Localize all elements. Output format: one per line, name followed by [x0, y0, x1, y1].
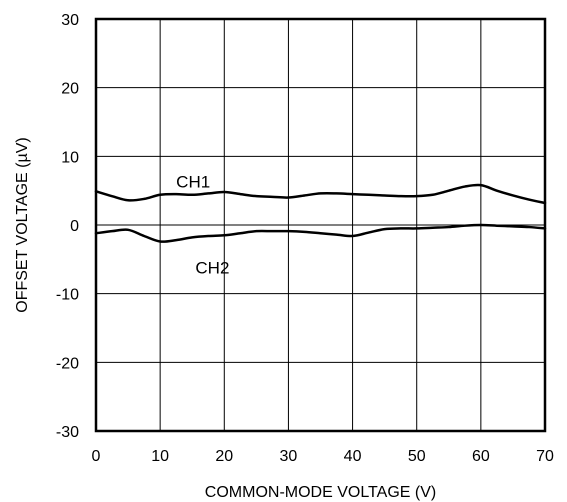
- x-tick-label: 10: [151, 448, 169, 465]
- y-tick-label: -30: [56, 424, 79, 441]
- series-line-ch1: [94, 183, 547, 205]
- x-tick-label: 0: [92, 448, 101, 465]
- x-tick-label: 50: [408, 448, 426, 465]
- x-tick-label: 40: [344, 448, 362, 465]
- y-tick-labels: 30 20 10 0 -10 -20 -30: [56, 12, 79, 441]
- x-axis-title: COMMON-MODE VOLTAGE (V): [205, 484, 436, 501]
- x-tick-label: 30: [280, 448, 298, 465]
- series-label-ch1: CH1: [176, 173, 210, 192]
- y-tick-label: 10: [61, 149, 79, 166]
- series-lines: [94, 183, 547, 243]
- x-tick-labels: 0 10 20 30 40 50 60 70: [92, 448, 554, 465]
- plot-border: [94, 17, 547, 433]
- y-axis-title: OFFSET VOLTAGE (µV): [14, 137, 31, 312]
- y-tick-label: 30: [61, 12, 79, 29]
- x-tick-label: 20: [215, 448, 233, 465]
- plot-frame: [94, 17, 547, 433]
- x-tick-label: 60: [472, 448, 490, 465]
- series-labels: CH1 CH2: [176, 173, 229, 278]
- y-tick-label: -20: [56, 355, 79, 372]
- y-tick-label: 20: [61, 81, 79, 98]
- series-label-ch2: CH2: [195, 259, 229, 278]
- y-tick-label: 0: [70, 218, 79, 235]
- series-line-ch2: [94, 223, 547, 243]
- y-tick-label: -10: [56, 287, 79, 304]
- x-tick-label: 70: [536, 448, 554, 465]
